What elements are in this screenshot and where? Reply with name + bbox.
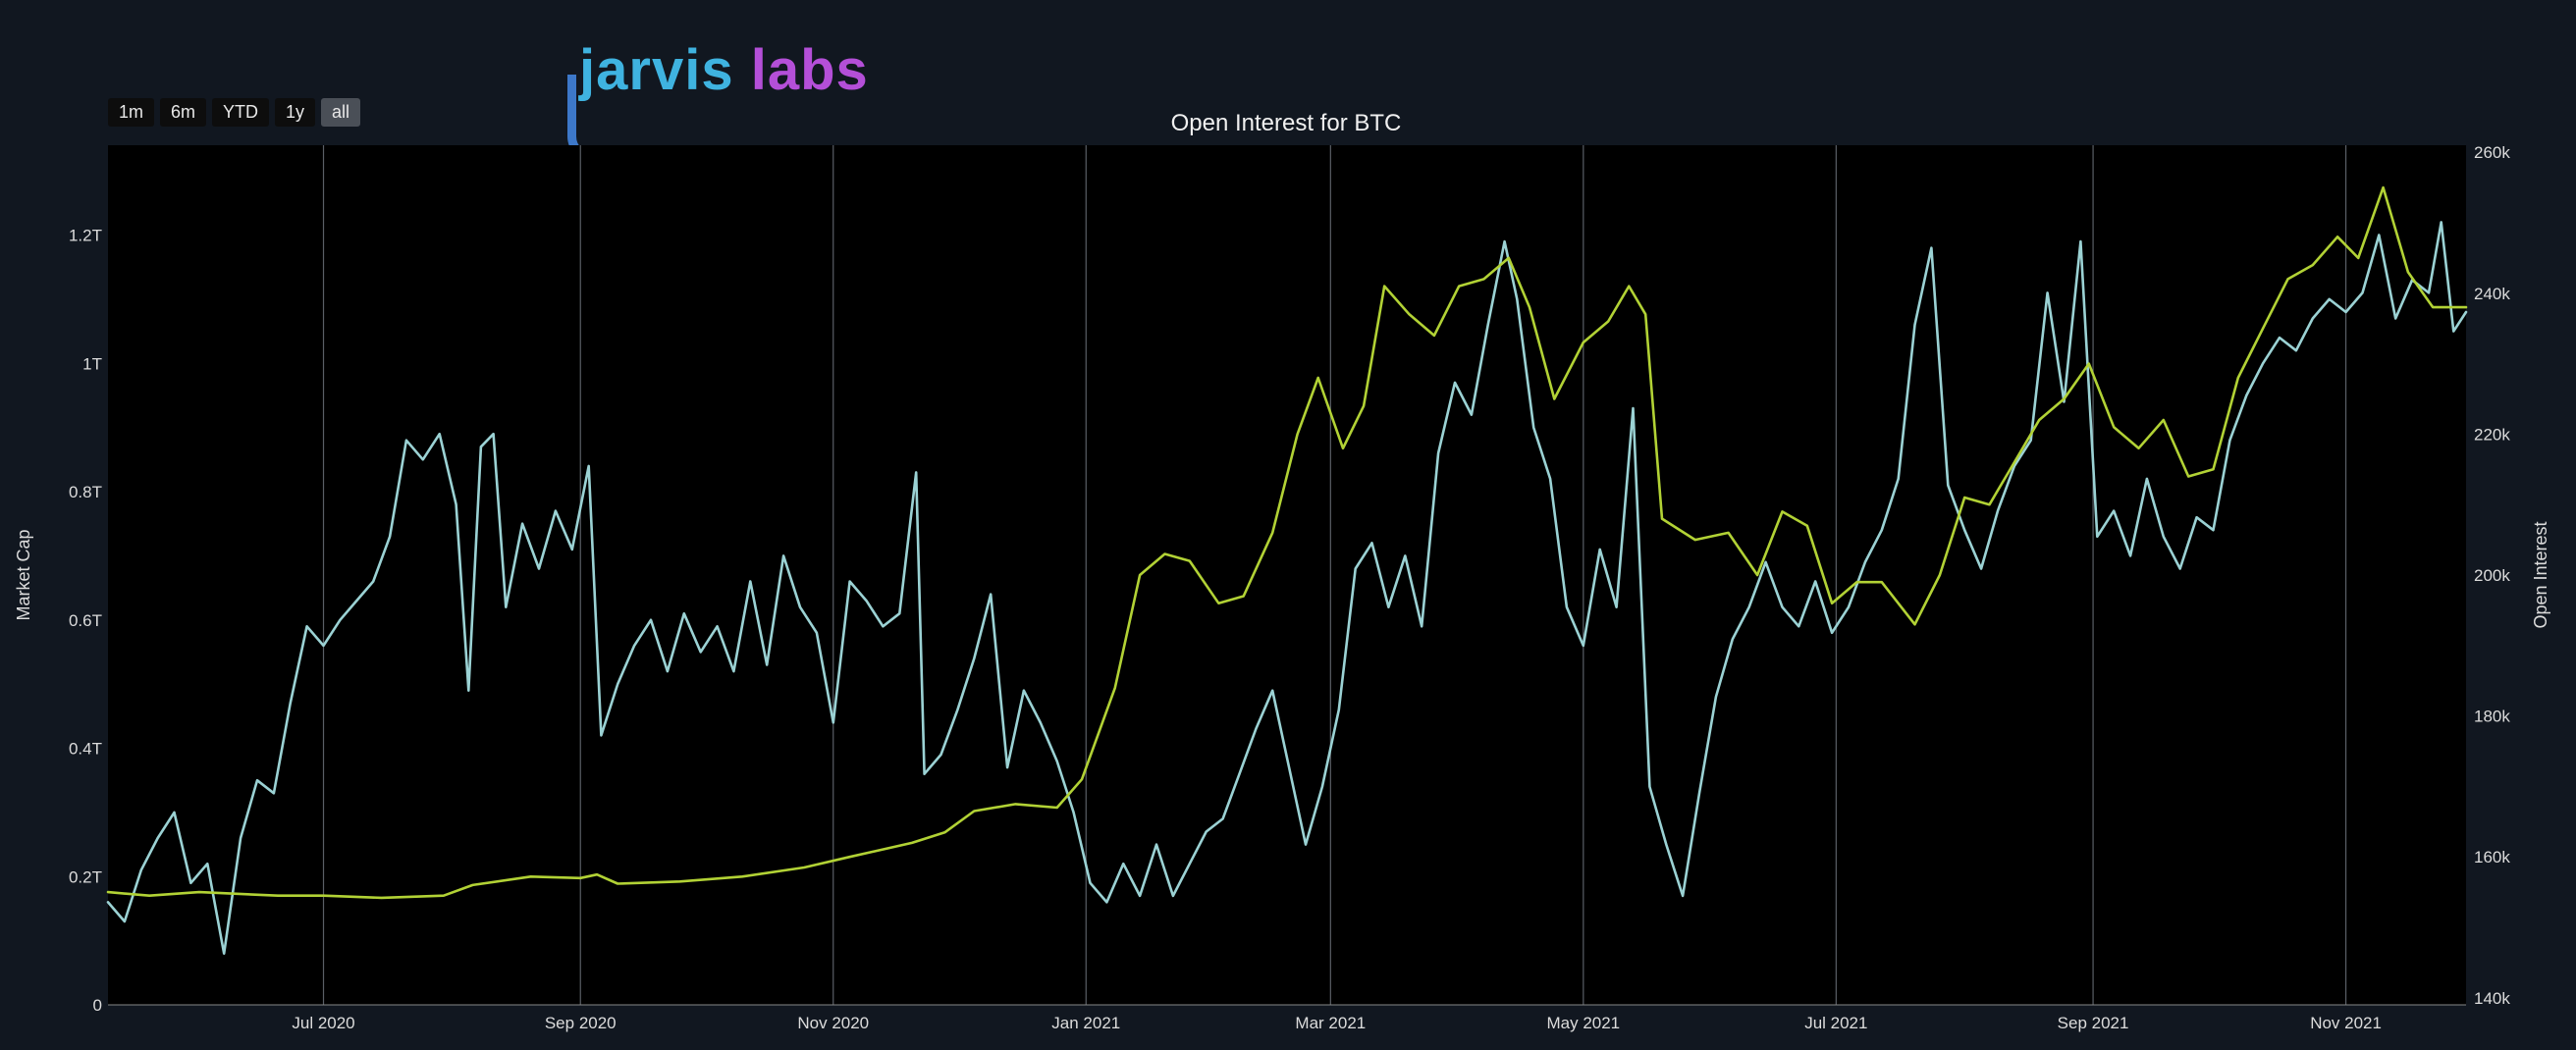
- market-cap-line: [106, 221, 2468, 955]
- chart-title: Open Interest for BTC: [1170, 110, 1402, 136]
- series-layer: [106, 185, 2468, 955]
- y2-tick-label: 260k: [2474, 143, 2510, 162]
- x-tick-label: Sep 2021: [2058, 1014, 2129, 1032]
- y2-axis-title: Open Interest: [2531, 521, 2550, 628]
- y-tick-label: 0.4T: [69, 740, 102, 759]
- x-tick-label: Nov 2021: [2310, 1014, 2382, 1032]
- y-tick-label: 0.6T: [69, 611, 102, 630]
- axis-layer: Jul 2020 Sep 2020 Nov 2020 Jan 2021 Mar 2021…: [14, 143, 2550, 1032]
- x-tick-label: May 2021: [1546, 1014, 1620, 1032]
- x-tick-label: Jan 2021: [1051, 1014, 1120, 1032]
- open-interest-line: [106, 185, 2468, 900]
- y-tick-label: 0: [93, 996, 102, 1015]
- y2-tick-label: 180k: [2474, 708, 2510, 726]
- y-tick-label: 0.8T: [69, 483, 102, 501]
- y2-tick-label: 200k: [2474, 566, 2510, 585]
- x-tick-label: Mar 2021: [1295, 1014, 1366, 1032]
- y-axis-title: Market Cap: [14, 529, 33, 620]
- y-tick-label: 1T: [82, 354, 102, 373]
- x-tick-label: Sep 2020: [545, 1014, 617, 1032]
- logo-wordmark: jarvis labs: [579, 37, 869, 103]
- y2-tick-label: 160k: [2474, 848, 2510, 866]
- plot-area[interactable]: [108, 145, 2466, 1005]
- range-button-1y[interactable]: 1y: [275, 98, 316, 127]
- y2-tick-label: 240k: [2474, 285, 2510, 303]
- range-button-1m[interactable]: 1m: [108, 98, 155, 127]
- range-button-ytd[interactable]: YTD: [212, 98, 270, 127]
- range-selector: 1m 6m YTD 1y all: [108, 98, 361, 127]
- x-tick-label: Nov 2020: [797, 1014, 869, 1032]
- x-tick-label: Jul 2021: [1804, 1014, 1867, 1032]
- x-tick-label: Jul 2020: [292, 1014, 354, 1032]
- range-button-all[interactable]: all: [321, 98, 361, 127]
- y2-tick-label: 220k: [2474, 425, 2510, 444]
- logo-word-2: labs: [750, 38, 869, 102]
- logo-word-1: jarvis: [579, 38, 734, 102]
- jarvis-labs-logo: jarvis labs: [562, 14, 895, 162]
- y-tick-label: 1.2T: [69, 227, 102, 245]
- y2-tick-label: 140k: [2474, 989, 2510, 1008]
- y-tick-label: 0.2T: [69, 867, 102, 886]
- range-button-6m[interactable]: 6m: [160, 98, 207, 127]
